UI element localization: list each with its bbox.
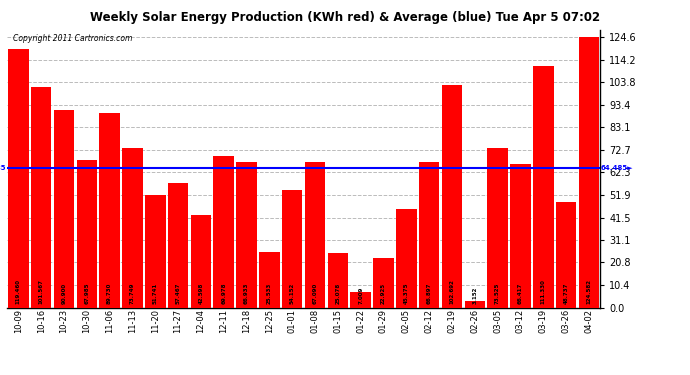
Bar xyxy=(442,85,462,308)
Bar xyxy=(8,48,28,308)
Text: 7.009: 7.009 xyxy=(358,287,363,304)
Text: 22.925: 22.925 xyxy=(381,283,386,304)
Bar xyxy=(419,162,440,308)
Bar xyxy=(328,253,348,308)
Bar xyxy=(190,215,211,308)
Text: 73.525: 73.525 xyxy=(495,283,500,304)
Bar xyxy=(396,209,417,308)
Bar xyxy=(351,292,371,308)
Bar xyxy=(579,38,599,308)
Text: Copyright 2011 Cartronics.com: Copyright 2011 Cartronics.com xyxy=(13,34,132,43)
Bar xyxy=(556,202,576,308)
Text: 89.730: 89.730 xyxy=(107,283,112,304)
Text: 57.467: 57.467 xyxy=(175,283,181,304)
Text: 66.933: 66.933 xyxy=(244,283,249,304)
Text: 3.152: 3.152 xyxy=(472,287,477,304)
Text: Weekly Solar Energy Production (KWh red) & Average (blue) Tue Apr 5 07:02: Weekly Solar Energy Production (KWh red)… xyxy=(90,11,600,24)
Text: 102.692: 102.692 xyxy=(449,279,455,304)
Bar xyxy=(122,148,143,308)
Text: 51.741: 51.741 xyxy=(152,283,158,304)
Text: 25.078: 25.078 xyxy=(335,283,340,304)
Bar xyxy=(487,148,508,308)
Text: ◄64.485: ◄64.485 xyxy=(0,165,7,171)
Bar xyxy=(510,164,531,308)
Bar xyxy=(213,156,234,308)
Text: 67.090: 67.090 xyxy=(313,283,317,304)
Text: 67.985: 67.985 xyxy=(84,283,89,304)
Bar xyxy=(464,301,485,307)
Text: 90.900: 90.900 xyxy=(61,283,66,304)
Text: 66.417: 66.417 xyxy=(518,283,523,304)
Bar xyxy=(533,66,553,308)
Bar xyxy=(236,162,257,308)
Text: 124.582: 124.582 xyxy=(586,279,591,304)
Bar xyxy=(145,195,166,308)
Bar xyxy=(77,160,97,308)
Text: 66.897: 66.897 xyxy=(426,283,432,304)
Text: 48.737: 48.737 xyxy=(564,283,569,304)
Bar xyxy=(54,110,75,308)
Text: 42.598: 42.598 xyxy=(199,283,204,304)
Bar xyxy=(31,87,51,308)
Text: 101.567: 101.567 xyxy=(39,279,43,304)
Bar xyxy=(282,190,302,308)
Bar xyxy=(305,162,325,308)
Bar xyxy=(168,183,188,308)
Text: 54.152: 54.152 xyxy=(290,283,295,304)
Text: 45.375: 45.375 xyxy=(404,283,408,304)
Text: 73.749: 73.749 xyxy=(130,283,135,304)
Bar xyxy=(99,113,120,308)
Text: 64.485►: 64.485► xyxy=(600,165,633,171)
Text: 119.460: 119.460 xyxy=(16,279,21,304)
Text: 111.330: 111.330 xyxy=(541,279,546,304)
Text: 25.533: 25.533 xyxy=(267,283,272,304)
Text: 69.978: 69.978 xyxy=(221,283,226,304)
Bar xyxy=(259,252,279,308)
Bar xyxy=(373,258,394,307)
